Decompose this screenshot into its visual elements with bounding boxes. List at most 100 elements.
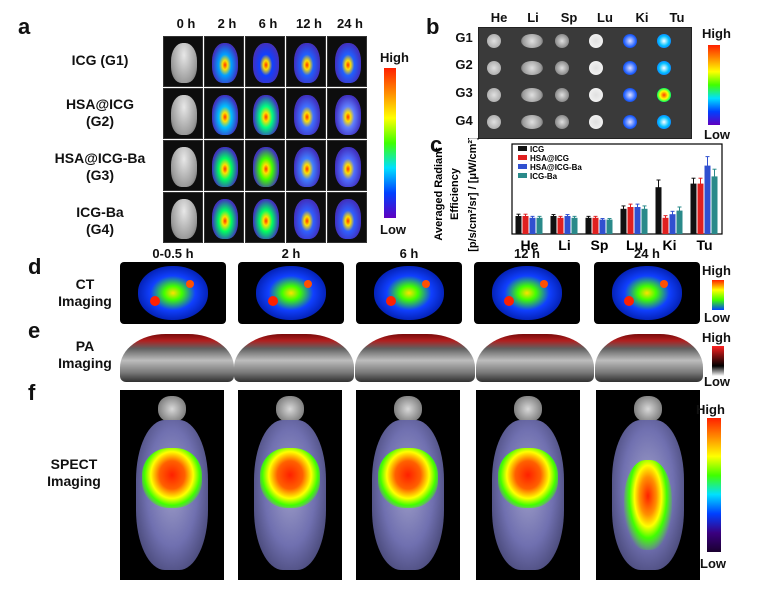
panel-a-letter: a: [18, 14, 31, 39]
chart-bar: [704, 165, 711, 234]
panel-b-organ-sample: [623, 115, 637, 129]
panel-a-group-label-line1: HSA@ICG-Ba: [54, 150, 146, 166]
panel-e-label-line2: Imaging: [58, 355, 112, 371]
panel-d-scale-high: High: [702, 263, 731, 278]
chart-legend-label: ICG: [530, 145, 544, 154]
panel-a-mouse-image: [204, 192, 244, 243]
panel-b-organ-sample: [555, 88, 569, 102]
panel-f-spect-image: [596, 390, 700, 580]
panel-c-letter: c: [430, 132, 443, 157]
panel-f-scale-low: Low: [700, 556, 726, 571]
panel-b-organ-label: He: [490, 10, 508, 25]
panel-d-ct-image: [356, 262, 462, 324]
panel-a-group-label: HSA@ICG-Ba (G3): [40, 150, 160, 184]
panel-a-time-label: 6 h: [258, 16, 278, 31]
chart-legend-swatch: [518, 155, 527, 160]
panel-e-label: PA Imaging: [50, 338, 120, 372]
panel-d-time-label: 2 h: [281, 246, 301, 261]
panel-d-ct-image: [594, 262, 700, 324]
panel-d-time-label: 24 h: [633, 246, 660, 261]
panel-e-pa-image: [234, 334, 354, 382]
chart-bar: [711, 176, 718, 234]
chart-x-tick-label: Sp: [591, 237, 609, 253]
panel-a-mouse-image: [245, 88, 285, 139]
panel-a-mouse-image: [286, 88, 326, 139]
panel-a-mouse-image: [163, 192, 203, 243]
panel-a-mouse-image: [286, 140, 326, 191]
panel-a-time-label: 0 h: [176, 16, 196, 31]
chart-bar: [606, 219, 613, 234]
chart-bar: [634, 207, 641, 234]
panel-a-group-label-line2: (G2): [86, 113, 114, 129]
panel-f-color-scale: [707, 418, 721, 552]
panel-e-scale-low: Low: [704, 374, 730, 389]
panel-a-mouse-image: [163, 140, 203, 191]
panel-a-mouse-image: [327, 140, 367, 191]
chart-bar: [655, 187, 662, 234]
panel-b-organ-sample: [657, 115, 671, 129]
panel-a-mouse-image: [163, 36, 203, 87]
panel-a-image-grid: [163, 36, 368, 244]
panel-e-pa-image: [476, 334, 594, 382]
panel-f-scale-high: High: [696, 402, 725, 417]
panel-d-label-line1: CT: [75, 276, 95, 292]
panel-f-label-line1: SPECT: [50, 456, 98, 472]
chart-bar: [662, 217, 669, 234]
panel-a-color-scale: [384, 68, 396, 218]
panel-b-organ-sample: [521, 61, 543, 75]
chart-x-tick-label: Lu: [626, 237, 643, 253]
chart-legend-label: HSA@ICG-Ba: [530, 163, 582, 172]
panel-e-color-scale: [712, 346, 724, 376]
panel-a-scale-high: High: [380, 50, 409, 65]
panel-b-organ-sample: [589, 34, 603, 48]
panel-d-ct-image: [120, 262, 226, 324]
panel-a-mouse-image: [245, 36, 285, 87]
chart-legend-swatch: [518, 173, 527, 178]
chart-x-tick-label: He: [521, 237, 539, 253]
panel-a-mouse-image: [245, 140, 285, 191]
panel-a-time-label: 2 h: [217, 16, 237, 31]
panel-b-letter: b: [426, 14, 440, 39]
panel-a-mouse-image: [204, 36, 244, 87]
panel-b-organ-label: Li: [527, 10, 539, 25]
chart-x-tick-label: Li: [558, 237, 570, 253]
chart-ylabel: Averaged Radiant: [433, 147, 445, 240]
panel-a-group-label-line1: HSA@ICG: [65, 96, 135, 112]
panel-a-mouse-image: [163, 88, 203, 139]
chart-bar: [564, 216, 571, 234]
chart-bar: [669, 214, 676, 234]
panel-a-group-label: HSA@ICG (G2): [40, 96, 160, 130]
panel-a-mouse-image: [327, 88, 367, 139]
chart-bar: [690, 183, 697, 234]
panel-a-time-label: 24 h: [336, 16, 363, 31]
chart-bar: [620, 208, 627, 234]
panel-b-organ-sample: [657, 88, 671, 102]
chart-axes-frame: [511, 143, 723, 235]
panel-a-mouse-image: [204, 140, 244, 191]
panel-d-label: CT Imaging: [50, 276, 120, 310]
panel-b-group-label: G2: [455, 57, 473, 72]
panel-a-group-label-line2: (G4): [86, 221, 114, 237]
panel-b-organ-sample: [623, 61, 637, 75]
panel-e-pa-image: [355, 334, 475, 382]
panel-a-mouse-image: [286, 36, 326, 87]
panel-b-organ-sample: [623, 88, 637, 102]
panel-b-organ-sample: [487, 88, 501, 102]
chart-ylabel: Efficiency: [449, 167, 461, 220]
chart-bar: [676, 210, 683, 234]
panel-d-time-label: 0-0.5 h: [152, 246, 194, 261]
panel-d-ct-image: [474, 262, 580, 324]
chart-bar: [641, 208, 648, 234]
panel-a-group-label: ICG (G1): [40, 52, 160, 69]
chart-bar: [536, 217, 543, 234]
panel-a-scale-low: Low: [380, 222, 406, 237]
panel-b-organ-sample: [555, 61, 569, 75]
chart-ylabel: [p/s/cm²/sr] / [μW/cm²]: [467, 138, 479, 252]
panel-c-bar-chart: Averaged Radiant Efficiency [p/s/cm²/sr] /…: [433, 138, 723, 253]
chart-bar: [522, 216, 529, 234]
panel-b-organ-sample: [589, 88, 603, 102]
panel-b-scale-low: Low: [704, 127, 730, 142]
panel-b-organ-sample: [657, 34, 671, 48]
panel-b-organ-sample: [555, 115, 569, 129]
panel-f-spect-image: [120, 390, 224, 580]
